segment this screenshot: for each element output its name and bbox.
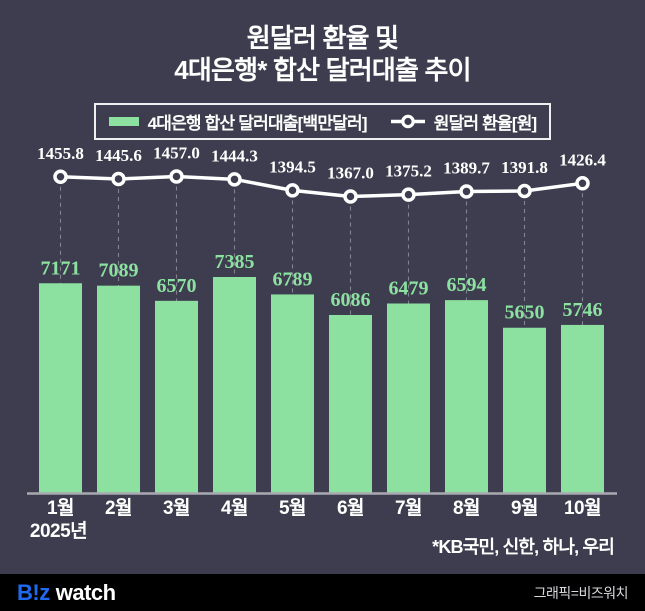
legend-bar-label: 4대은행 합산 달러대출[백만달러] [147,114,368,133]
line-point [575,176,590,191]
line-point [285,183,300,198]
x-axis-label: 1월 [47,497,74,519]
line-point [459,184,474,199]
x-axis-label: 10월 [564,497,601,519]
legend-container: 4대은행 합산 달러대출[백만달러] 원달러 환율[원] [0,103,645,140]
bar [39,283,82,493]
line-point [53,169,68,185]
x-axis-label: 2월 [105,497,132,519]
line-value-label: 1389.7 [443,158,490,177]
x-axis-label: 4월 [221,497,248,519]
line-value-label: 1445.6 [95,146,142,165]
page-title: 원달러 환율 및 4대은행* 합산 달러대출 추이 [0,22,645,86]
bar [387,303,430,493]
line-point [401,187,416,202]
bar-value-label: 6570 [157,275,197,297]
page-title-line1: 원달러 환율 및 [246,23,399,53]
line-value-label: 1426.4 [559,150,606,169]
line-value-label: 1367.0 [327,164,374,183]
footnote: *KB국민, 신한, 하나, 우리 [432,537,615,557]
bar-value-label: 7089 [99,260,139,282]
bar [271,294,314,493]
line-point [227,172,242,187]
bar [155,300,198,493]
line-value-label: 1375.2 [385,162,432,181]
bar [213,277,256,493]
bar-value-label: 5746 [563,299,603,321]
line-value-label: 1457.0 [153,144,200,163]
x-axis-year-note: 2025년 [30,520,87,542]
bar-value-label: 7385 [215,251,255,273]
bar-value-label: 6479 [389,277,429,299]
bar-value-label: 7171 [41,257,81,279]
legend-line-label: 원달러 환율[원] [433,114,537,133]
x-axis-label: 7월 [395,497,422,519]
x-axis-label: 8월 [453,497,480,519]
x-axis-label: 6월 [337,497,364,519]
line-value-label: 1455.8 [37,144,84,163]
line-point [343,189,358,204]
line-value-label: 1391.8 [501,158,548,177]
exchange-rate-line [58,174,585,199]
footer-bar: B!z watch 그래픽=비즈워치 [0,574,645,611]
line-value-label: 1444.3 [211,146,258,165]
page-title-line2: 4대은행* 합산 달러대출 추이 [174,55,471,85]
bar [97,285,140,493]
bar-series-swatch-icon [108,117,139,126]
legend: 4대은행 합산 달러대출[백만달러] 원달러 환율[원] [93,103,552,140]
x-axis-label: 5월 [279,497,306,519]
bar [561,324,604,493]
bar [445,300,488,493]
bar-value-label: 6594 [447,274,487,296]
bar-value-label: 6789 [273,268,313,290]
bar [503,327,546,493]
line-value-label: 1394.5 [269,157,316,176]
bar-value-label: 6086 [331,289,371,311]
logo-watch-text: watch [55,579,116,605]
graphic-credit: 그래픽=비즈워치 [533,584,629,601]
logo-biz-text: B!z [17,579,50,605]
bizwatch-logo: B!z watch [17,580,116,606]
line-point [517,183,532,199]
bar [329,314,372,493]
x-axis-label: 9월 [511,497,538,519]
x-axis-label: 3월 [163,497,190,519]
line-point [111,171,126,187]
line-point [169,169,184,184]
line-marker-icon [390,114,425,129]
bar-value-label: 5650 [505,302,545,324]
